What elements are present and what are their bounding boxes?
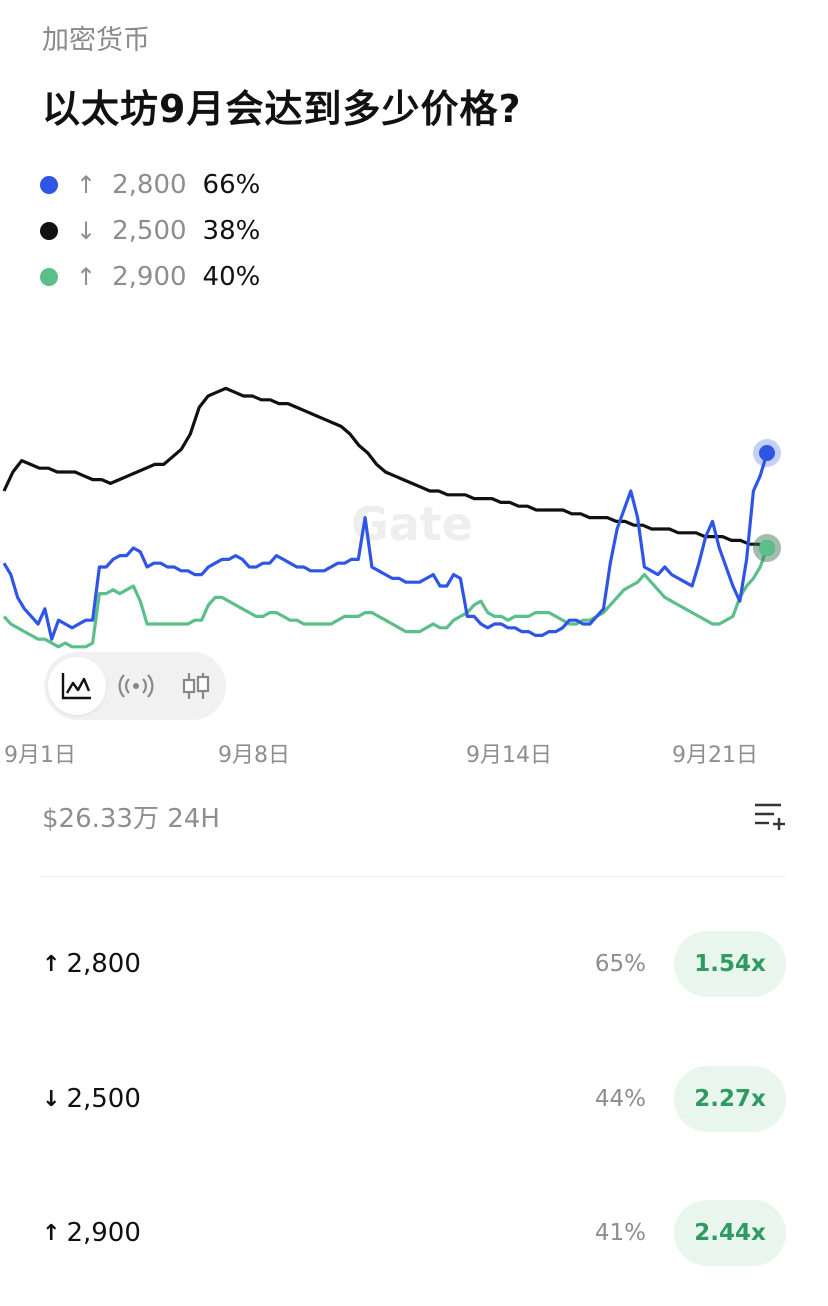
series-layer (2, 386, 781, 649)
legend-percent: 38% (202, 216, 261, 246)
volume-24h: $26.33万 24H (42, 804, 220, 834)
chart-watermark: Gate (351, 497, 473, 551)
arrow-down-icon: ↓ (42, 1086, 61, 1112)
price-chart[interactable]: Gate (0, 300, 828, 720)
legend-label: 2,500 (112, 216, 187, 246)
outcome-row-2500[interactable]: ↓ 2,500 44% 2.27x (42, 1066, 786, 1132)
x-tick-label: 9月8日 (218, 743, 290, 768)
candlestick-icon (182, 673, 210, 699)
outcome-probability: 41% (594, 1220, 646, 1246)
line-chart-button[interactable] (48, 657, 106, 715)
sort-add-icon[interactable] (752, 798, 786, 832)
x-tick-label: 9月21日 (672, 743, 758, 768)
series-end-point (759, 540, 775, 556)
legend-dot-icon (40, 176, 58, 194)
chart-legend: ↑ 2,800 66% ↓ 2,500 38% ↑ 2,900 40% (40, 162, 260, 300)
series-line (2, 452, 769, 641)
outcome-multiplier-button[interactable]: 1.54x (674, 931, 786, 997)
outcome-price: 2,800 (66, 949, 141, 979)
legend-item-2900-up: ↑ 2,900 40% (40, 254, 260, 300)
outcome-row-2900[interactable]: ↑ 2,900 41% 2.44x (42, 1200, 786, 1266)
outcome-probability: 44% (594, 1086, 646, 1112)
outcome-probability: 65% (594, 951, 646, 977)
arrow-up-icon: ↑ (42, 1220, 61, 1246)
legend-label: 2,900 (112, 262, 187, 292)
line-chart-icon (61, 673, 91, 700)
category-label: 加密货币 (42, 25, 150, 56)
legend-percent: 40% (202, 262, 261, 292)
x-tick-label: 9月14日 (466, 743, 552, 768)
chart-type-toolbar (44, 652, 226, 720)
outcome-label: ↑ 2,800 (42, 949, 141, 979)
outcome-label: ↑ 2,900 (42, 1218, 141, 1248)
candlestick-button[interactable] (166, 656, 226, 716)
arrow-up-icon: ↑ (76, 263, 97, 291)
series-end-point (759, 445, 775, 461)
divider (42, 876, 786, 877)
page-title: 以太坊9月会达到多少价格? (42, 87, 522, 131)
arrow-up-icon: ↑ (76, 171, 97, 199)
outcome-price: 2,900 (66, 1218, 141, 1248)
legend-item-2800-up: ↑ 2,800 66% (40, 162, 260, 208)
outcome-multiplier-button[interactable]: 2.27x (674, 1066, 786, 1132)
legend-label: 2,800 (112, 170, 187, 200)
legend-item-2500-down: ↓ 2,500 38% (40, 208, 260, 254)
series-line (2, 547, 769, 649)
arrow-down-icon: ↓ (76, 217, 97, 245)
broadcast-icon (118, 674, 154, 698)
arrow-up-icon: ↑ (42, 951, 61, 977)
outcome-price: 2,500 (66, 1084, 141, 1114)
x-tick-label: 9月1日 (4, 743, 76, 768)
legend-dot-icon (40, 268, 58, 286)
outcome-row-2800[interactable]: ↑ 2,800 65% 1.54x (42, 931, 786, 997)
legend-percent: 66% (202, 170, 261, 200)
broadcast-button[interactable] (106, 656, 166, 716)
legend-dot-icon (40, 222, 58, 240)
outcome-multiplier-button[interactable]: 2.44x (674, 1200, 786, 1266)
outcome-label: ↓ 2,500 (42, 1084, 141, 1114)
